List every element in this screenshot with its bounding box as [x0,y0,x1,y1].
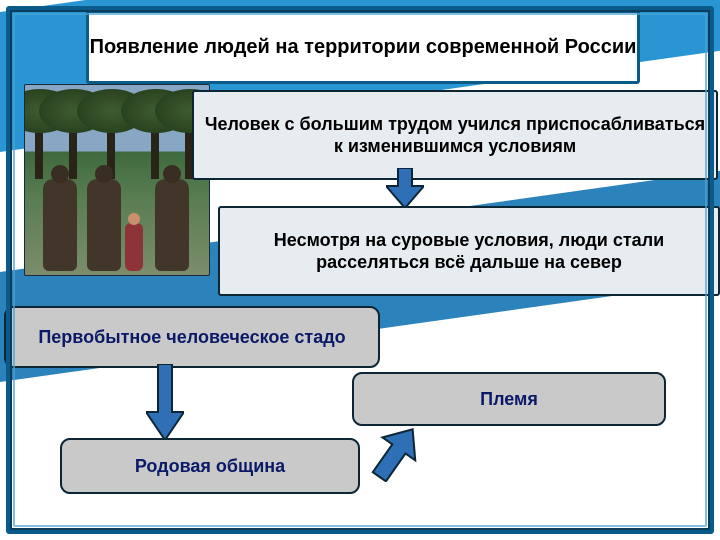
node-clan-community: Родовая община [60,438,360,494]
info-text: Человек с большим трудом учился приспоса… [200,113,710,158]
child-icon [125,223,143,271]
illustration-primitive-people [24,84,210,276]
node-label: Родовая община [135,456,285,477]
slide-stage: Появление людей на территории современно… [0,0,720,540]
person-icon [155,179,189,271]
arrow-down-icon [146,364,184,440]
node-primitive-herd: Первобытное человеческое стадо [4,306,380,368]
slide-title-text: Появление людей на территории современно… [90,35,637,59]
node-label: Первобытное человеческое стадо [38,327,345,348]
info-box-adaptation: Человек с большим трудом учился приспоса… [192,90,718,180]
arrow-up-right-icon [368,424,424,482]
node-label: Племя [480,389,538,410]
info-box-migration-north: Несмотря на суровые условия, люди стали … [218,206,720,296]
arrow-down-icon [386,168,424,208]
info-text: Несмотря на суровые условия, люди стали … [226,229,712,274]
person-icon [43,179,77,271]
person-icon [87,179,121,271]
node-tribe: Племя [352,372,666,426]
slide-title: Появление людей на территории современно… [86,10,640,84]
tree-icon [69,97,77,179]
